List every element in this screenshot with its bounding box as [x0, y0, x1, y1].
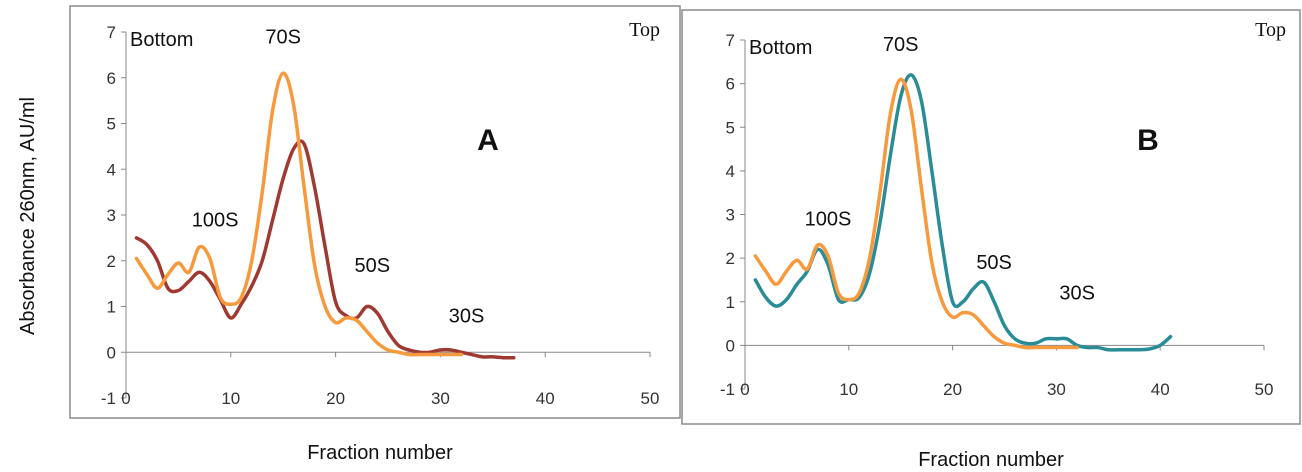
panel-letter: B	[1137, 124, 1159, 157]
x-tick-label: 20	[326, 389, 345, 408]
peak-label: 50S	[354, 255, 390, 277]
peak-label: 70S	[883, 34, 919, 56]
peak-label: 30S	[1059, 283, 1095, 305]
panel-frame-b	[681, 9, 1301, 425]
y-tick-label: 7	[107, 23, 116, 42]
x-tick-label: 10	[221, 389, 240, 408]
y-tick-label: 2	[726, 249, 735, 268]
series-line-2	[753, 77, 1079, 350]
chart-panel-b: -1 0 1 2 3 4 5 6 7 0 10 20 30 40 50 Bottom Top 70S 100S 50S…	[720, 19, 1286, 399]
y-tick-label: 1	[726, 293, 735, 312]
x-tick-label: 50	[1255, 380, 1274, 399]
series-line-1	[134, 139, 516, 360]
y-tick-label: 3	[107, 206, 116, 225]
series-line-2	[134, 71, 464, 357]
x-tick-label: 50	[641, 389, 660, 408]
y-tick-label: 2	[107, 252, 116, 271]
panel-letter: A	[477, 124, 499, 157]
y-tick-label: 0	[726, 336, 735, 355]
peak-label: 70S	[265, 26, 301, 48]
y-tick-label: -1	[101, 389, 116, 408]
y-tick-label: 3	[726, 206, 735, 225]
y-tick-label: 7	[726, 31, 735, 50]
y-tick-label: 4	[107, 160, 116, 179]
x-tick-label: 0	[740, 380, 749, 399]
series-line-1	[753, 73, 1173, 352]
peak-label: 100S	[805, 208, 852, 230]
corner-label-top: Top	[629, 19, 660, 41]
x-tick-label: 0	[121, 389, 130, 408]
y-tick-label: 5	[726, 118, 735, 137]
peak-label: 30S	[449, 306, 485, 328]
x-tick-label: 30	[431, 389, 450, 408]
corner-label-top: Top	[1255, 19, 1286, 41]
y-tick-label: 0	[107, 343, 116, 362]
corner-label-bottom: Bottom	[749, 37, 812, 59]
x-tick-label: 20	[943, 380, 962, 399]
x-axis-title-a: Fraction number	[307, 442, 453, 464]
y-tick-label: 6	[726, 75, 735, 94]
peak-label: 100S	[192, 209, 239, 231]
y-tick-label: 6	[107, 69, 116, 88]
x-tick-label: 30	[1047, 380, 1066, 399]
y-tick-label: 5	[107, 115, 116, 134]
chart-panel-a: -1 0 1 2 3 4 5 6 7 0 10 20 30 40 50 Bottom Top 70S 100S 50S…	[101, 19, 660, 408]
corner-label-bottom: Bottom	[130, 29, 193, 51]
x-axis-title-b: Fraction number	[918, 449, 1064, 471]
y-tick-label: 1	[107, 298, 116, 317]
x-tick-label: 40	[536, 389, 555, 408]
y-axis-title: Absorbance 260nm, AU/ml	[17, 97, 39, 335]
x-tick-label: 40	[1151, 380, 1170, 399]
y-tick-label: -1	[720, 380, 735, 399]
peak-label: 50S	[976, 252, 1012, 274]
y-tick-label: 4	[726, 162, 735, 181]
panel-frame-a	[69, 5, 681, 419]
x-tick-label: 10	[839, 380, 858, 399]
